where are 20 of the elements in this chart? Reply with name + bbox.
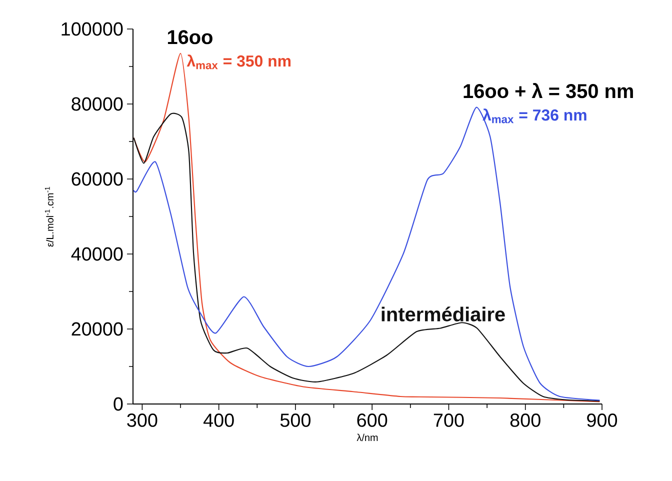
y-tick-label: 80000 bbox=[72, 97, 123, 111]
annotation: λ$_{max}$ = 350 nm bbox=[186, 54, 291, 70]
annotation: 16oo bbox=[168, 30, 212, 44]
x-tick-label: 500 bbox=[280, 414, 311, 427]
y-tick-label: 0 bbox=[114, 397, 123, 411]
y-axis-title: ε/L.mol$^{-1}$.cm$^{-1}$ bbox=[44, 186, 54, 247]
annotation: λ$_{max}$ = 736 nm bbox=[482, 108, 586, 124]
y-tick-label: 60000 bbox=[72, 172, 123, 186]
x-tick-label: 600 bbox=[357, 414, 388, 427]
y-tick-label: 20000 bbox=[72, 322, 123, 336]
x-tick-label: 800 bbox=[510, 414, 540, 427]
series-label: intermédiaire bbox=[382, 306, 505, 322]
y-tick-label: 100000 bbox=[62, 22, 123, 36]
x-tick-label: 900 bbox=[587, 414, 618, 427]
annotation: 16oo + λ = 350 nm bbox=[464, 82, 633, 98]
x-axis-title: λ/nm bbox=[356, 434, 378, 442]
y-tick-label: 40000 bbox=[71, 247, 123, 261]
x-tick-label: 300 bbox=[127, 414, 158, 427]
x-tick-label: 700 bbox=[434, 414, 464, 427]
x-tick-label: 400 bbox=[203, 414, 234, 427]
